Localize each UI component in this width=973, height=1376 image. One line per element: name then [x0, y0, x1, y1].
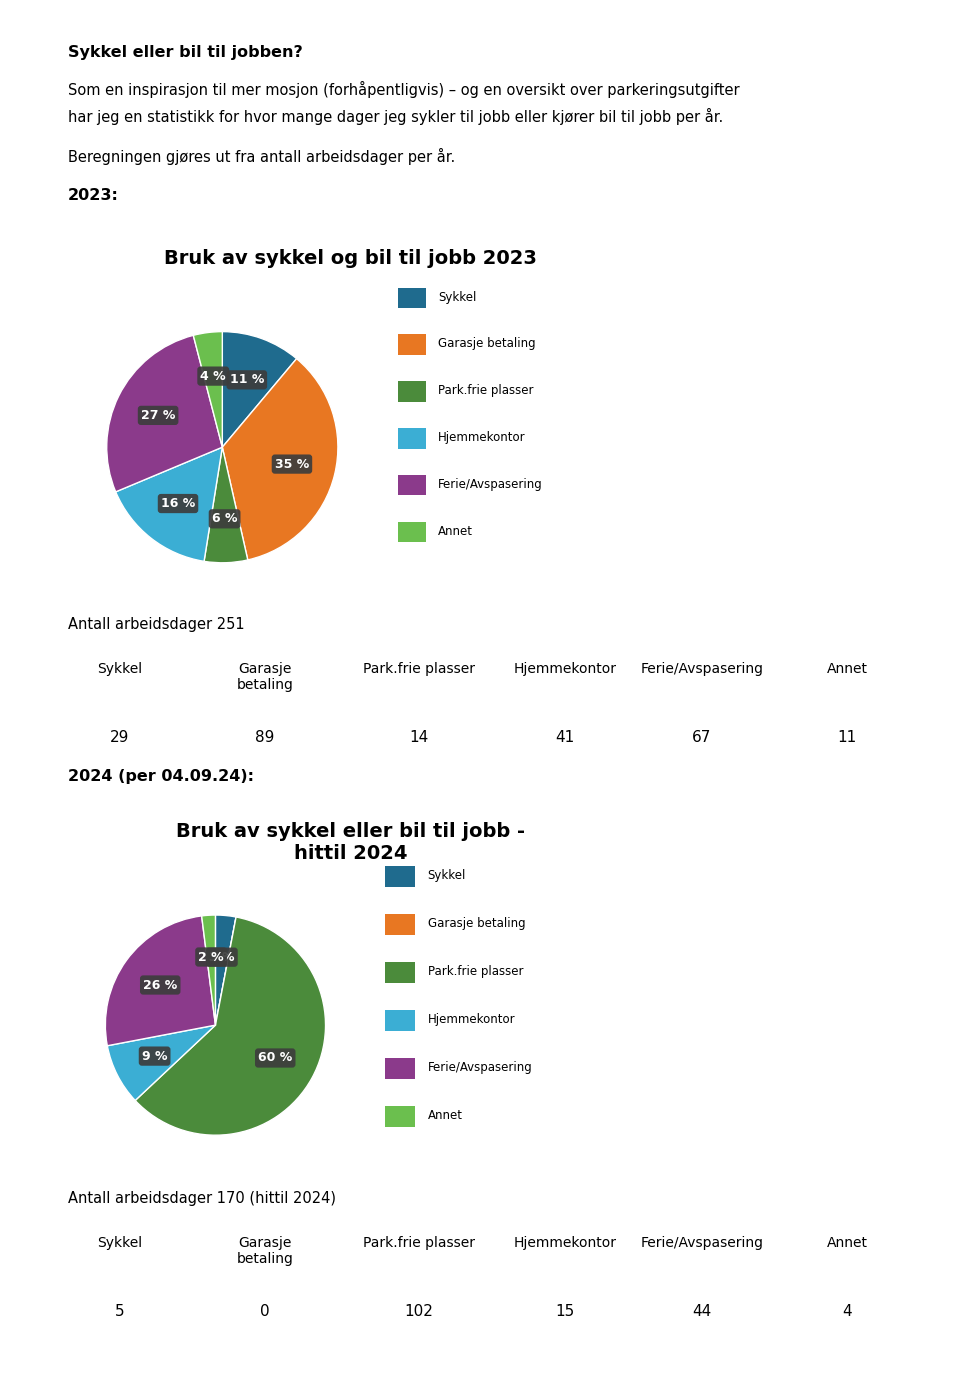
Text: Hjemmekontor: Hjemmekontor — [427, 1013, 515, 1026]
Bar — [398, 475, 426, 495]
Text: Park.frie plasser: Park.frie plasser — [363, 662, 475, 676]
Text: Hjemmekontor: Hjemmekontor — [438, 431, 525, 444]
Text: Garasje betaling: Garasje betaling — [427, 918, 525, 930]
Text: Hjemmekontor: Hjemmekontor — [513, 662, 616, 676]
Text: Park.frie plasser: Park.frie plasser — [438, 384, 534, 398]
Text: 9 %: 9 % — [142, 1050, 167, 1062]
Wedge shape — [116, 447, 222, 561]
Bar — [398, 428, 426, 449]
Text: 27 %: 27 % — [141, 409, 175, 422]
Wedge shape — [194, 332, 222, 447]
Text: 3 %: 3 % — [209, 951, 234, 963]
Text: 4: 4 — [843, 1303, 852, 1318]
Text: 15: 15 — [556, 1303, 574, 1318]
Text: 4 %: 4 % — [200, 370, 226, 383]
Wedge shape — [215, 916, 236, 1025]
Text: Annet: Annet — [827, 662, 868, 676]
Text: 41: 41 — [556, 729, 574, 744]
Text: 11: 11 — [838, 729, 857, 744]
Text: Beregningen gjøres ut fra antall arbeidsdager per år.: Beregningen gjøres ut fra antall arbeids… — [68, 149, 455, 165]
Text: Sykkel: Sykkel — [427, 870, 466, 882]
Text: Garasje
betaling: Garasje betaling — [236, 662, 294, 692]
Text: Bruk av sykkel og bil til jobb 2023: Bruk av sykkel og bil til jobb 2023 — [163, 249, 537, 267]
Text: Sykkel eller bil til jobben?: Sykkel eller bil til jobben? — [68, 45, 303, 59]
Wedge shape — [204, 447, 248, 563]
Bar — [398, 522, 426, 542]
Text: 14: 14 — [410, 729, 429, 744]
Text: Park.frie plasser: Park.frie plasser — [363, 1236, 475, 1249]
Text: Sykkel: Sykkel — [97, 662, 142, 676]
Bar — [385, 962, 415, 982]
Text: 11 %: 11 % — [230, 373, 264, 387]
Text: 0: 0 — [260, 1303, 270, 1318]
Text: Som en inspirasjon til mer mosjon (forhåpentligvis) – og en oversikt over parker: Som en inspirasjon til mer mosjon (forhå… — [68, 81, 739, 98]
Text: 89: 89 — [255, 729, 274, 744]
Bar — [398, 334, 426, 355]
Text: Bruk av sykkel eller bil til jobb -
hittil 2024: Bruk av sykkel eller bil til jobb - hitt… — [176, 823, 524, 863]
Wedge shape — [215, 915, 236, 1025]
Bar — [398, 288, 426, 308]
Text: 60 %: 60 % — [258, 1051, 292, 1065]
Text: Hjemmekontor: Hjemmekontor — [513, 1236, 616, 1249]
Text: Ferie/Avspasering: Ferie/Avspasering — [640, 1236, 763, 1249]
Wedge shape — [107, 1025, 215, 1101]
Text: Garasje betaling: Garasje betaling — [438, 337, 536, 351]
Wedge shape — [222, 332, 297, 447]
Text: Annet: Annet — [427, 1109, 462, 1121]
Text: Ferie/Avspasering: Ferie/Avspasering — [438, 477, 543, 491]
Bar — [385, 1105, 415, 1127]
Text: Ferie/Avspasering: Ferie/Avspasering — [640, 662, 763, 676]
Wedge shape — [201, 915, 215, 1025]
Bar — [385, 914, 415, 934]
Text: 102: 102 — [405, 1303, 434, 1318]
Bar — [385, 866, 415, 888]
Text: Antall arbeidsdager 170 (hittil 2024): Antall arbeidsdager 170 (hittil 2024) — [68, 1192, 336, 1205]
Text: Sykkel: Sykkel — [97, 1236, 142, 1249]
Text: 29: 29 — [110, 729, 129, 744]
Text: 35 %: 35 % — [274, 458, 309, 471]
Text: Park.frie plasser: Park.frie plasser — [427, 965, 523, 978]
Wedge shape — [135, 916, 326, 1135]
Wedge shape — [222, 359, 338, 560]
Bar — [385, 1058, 415, 1079]
Text: Garasje
betaling: Garasje betaling — [236, 1236, 294, 1266]
Text: 67: 67 — [692, 729, 711, 744]
Text: Annet: Annet — [438, 524, 473, 538]
Text: Annet: Annet — [827, 1236, 868, 1249]
Text: 2023:: 2023: — [68, 189, 119, 202]
Text: Ferie/Avspasering: Ferie/Avspasering — [427, 1061, 532, 1075]
Wedge shape — [105, 916, 215, 1046]
Bar — [385, 1010, 415, 1031]
Text: 2 %: 2 % — [198, 951, 224, 963]
Text: 16 %: 16 % — [161, 497, 196, 510]
Text: 44: 44 — [692, 1303, 711, 1318]
Bar — [398, 381, 426, 402]
Wedge shape — [107, 336, 222, 491]
Text: 2024 (per 04.09.24):: 2024 (per 04.09.24): — [68, 769, 254, 783]
Text: 6 %: 6 % — [212, 512, 237, 526]
Text: 5: 5 — [115, 1303, 125, 1318]
Text: har jeg en statistikk for hvor mange dager jeg sykler til jobb eller kjører bil : har jeg en statistikk for hvor mange dag… — [68, 109, 723, 125]
Text: Antall arbeidsdager 251: Antall arbeidsdager 251 — [68, 618, 245, 632]
Text: Sykkel: Sykkel — [438, 290, 477, 304]
Text: 26 %: 26 % — [143, 978, 177, 992]
